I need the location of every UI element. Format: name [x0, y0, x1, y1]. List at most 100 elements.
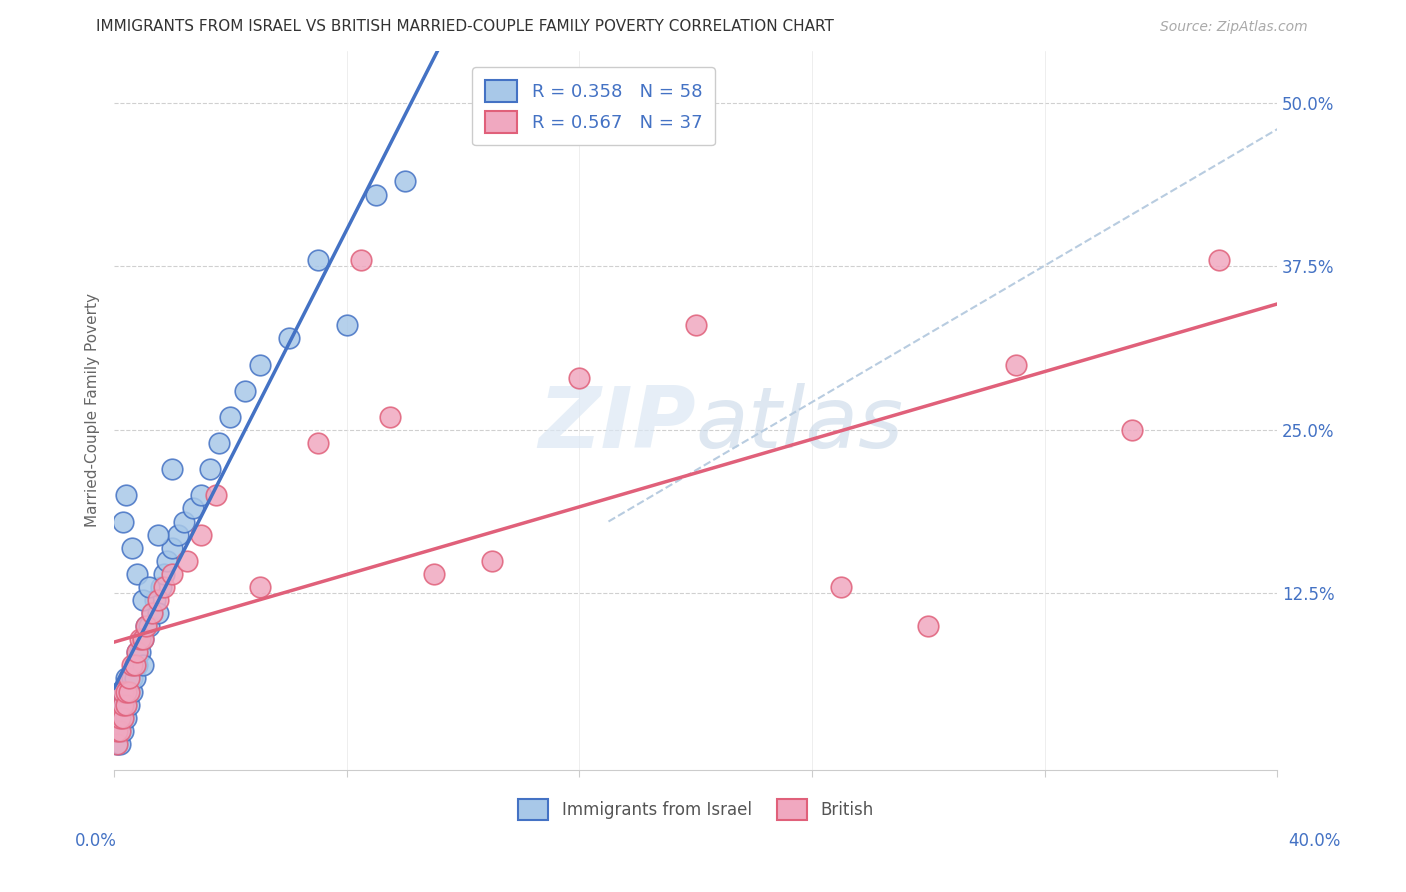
Point: [152, 566, 174, 581]
Point: [233, 384, 256, 398]
Point: [423, 566, 446, 581]
Point: [127, 645, 149, 659]
Point: [146, 527, 169, 541]
Point: [111, 684, 134, 698]
Point: [114, 698, 136, 712]
Point: [394, 174, 416, 188]
Point: [105, 723, 128, 738]
Point: [105, 737, 128, 751]
Point: [198, 462, 221, 476]
Point: [124, 672, 146, 686]
Point: [364, 187, 387, 202]
Point: [129, 645, 152, 659]
Point: [105, 737, 128, 751]
Point: [307, 252, 329, 267]
Point: [108, 723, 131, 738]
Point: [108, 737, 131, 751]
Point: [114, 711, 136, 725]
Point: [190, 488, 212, 502]
Point: [219, 409, 242, 424]
Point: [162, 462, 184, 476]
Point: [173, 515, 195, 529]
Point: [481, 554, 503, 568]
Point: [124, 658, 146, 673]
Point: [121, 541, 143, 555]
Point: [307, 436, 329, 450]
Point: [336, 318, 359, 333]
Point: [111, 711, 134, 725]
Point: [132, 632, 155, 647]
Point: [568, 370, 591, 384]
Point: [105, 698, 128, 712]
Point: [127, 566, 149, 581]
Point: [111, 723, 134, 738]
Text: atlas: atlas: [696, 384, 904, 467]
Point: [830, 580, 852, 594]
Point: [138, 580, 160, 594]
Point: [108, 698, 131, 712]
Text: Source: ZipAtlas.com: Source: ZipAtlas.com: [1160, 21, 1308, 34]
Text: 40.0%: 40.0%: [1288, 831, 1341, 849]
Point: [121, 672, 143, 686]
Point: [111, 698, 134, 712]
Point: [917, 619, 939, 633]
Point: [181, 501, 204, 516]
Point: [146, 606, 169, 620]
Point: [152, 580, 174, 594]
Point: [121, 684, 143, 698]
Point: [111, 711, 134, 725]
Point: [141, 606, 163, 620]
Point: [114, 672, 136, 686]
Point: [149, 580, 172, 594]
Point: [1004, 358, 1026, 372]
Point: [127, 658, 149, 673]
Point: [138, 619, 160, 633]
Text: IMMIGRANTS FROM ISRAEL VS BRITISH MARRIED-COUPLE FAMILY POVERTY CORRELATION CHAR: IMMIGRANTS FROM ISRAEL VS BRITISH MARRIE…: [96, 20, 834, 34]
Point: [108, 711, 131, 725]
Text: 0.0%: 0.0%: [75, 831, 117, 849]
Point: [132, 632, 155, 647]
Point: [205, 488, 228, 502]
Point: [155, 554, 177, 568]
Point: [132, 658, 155, 673]
Point: [380, 409, 402, 424]
Point: [208, 436, 231, 450]
Point: [127, 645, 149, 659]
Point: [135, 619, 157, 633]
Point: [111, 698, 134, 712]
Point: [114, 488, 136, 502]
Point: [118, 698, 141, 712]
Point: [118, 684, 141, 698]
Point: [108, 684, 131, 698]
Point: [143, 593, 166, 607]
Legend: Immigrants from Israel, British: Immigrants from Israel, British: [512, 793, 880, 826]
Point: [121, 658, 143, 673]
Point: [1208, 252, 1230, 267]
Point: [176, 554, 198, 568]
Point: [111, 684, 134, 698]
Y-axis label: Married-Couple Family Poverty: Married-Couple Family Poverty: [86, 293, 100, 527]
Point: [124, 658, 146, 673]
Point: [162, 566, 184, 581]
Point: [249, 358, 271, 372]
Point: [105, 723, 128, 738]
Point: [135, 619, 157, 633]
Point: [1121, 423, 1143, 437]
Point: [118, 684, 141, 698]
Text: ZIP: ZIP: [538, 384, 696, 467]
Point: [146, 593, 169, 607]
Point: [108, 711, 131, 725]
Point: [162, 541, 184, 555]
Point: [685, 318, 707, 333]
Point: [114, 698, 136, 712]
Point: [114, 684, 136, 698]
Point: [118, 672, 141, 686]
Point: [249, 580, 271, 594]
Point: [108, 723, 131, 738]
Point: [132, 593, 155, 607]
Point: [111, 515, 134, 529]
Point: [350, 252, 373, 267]
Point: [167, 527, 190, 541]
Point: [129, 632, 152, 647]
Point: [277, 331, 299, 345]
